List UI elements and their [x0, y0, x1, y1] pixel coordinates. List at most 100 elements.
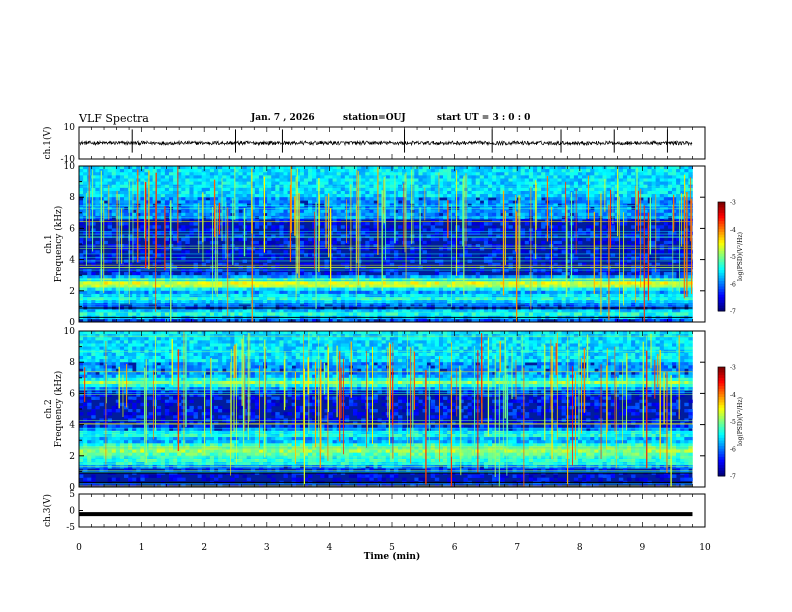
ch1-spec-cell	[164, 203, 170, 207]
ch1-spec-cell	[577, 166, 583, 170]
ch1-spec-cell	[577, 231, 583, 235]
ch1-spec-cell	[369, 240, 374, 245]
ch1-spec-cell	[193, 209, 198, 214]
ch1-spec-cell	[610, 237, 616, 242]
ch1-spec-cell	[516, 178, 522, 182]
ch1-spec-cell	[684, 175, 689, 179]
ch1-spec-cell	[197, 231, 202, 235]
ch1-spec-cell	[426, 240, 432, 245]
ch1-spec-cell	[173, 197, 178, 201]
ch1-spec-cell	[557, 293, 562, 298]
ch1-spec-cell	[393, 290, 399, 295]
ch1-spec-cell	[541, 187, 546, 192]
ch1-spec-cell	[389, 184, 395, 189]
ch1-spec-cell	[553, 187, 558, 192]
ch1-spec-cell	[95, 293, 100, 298]
header-station: station=OUJ	[343, 113, 406, 123]
ch1-spec-cell	[263, 178, 268, 182]
ch1-spec-cell	[173, 190, 178, 195]
ch1-spec-cell	[430, 281, 436, 285]
ch1-spec-cell	[132, 278, 137, 282]
ch1-spec-cell	[103, 212, 108, 217]
ch1-spec-cell	[185, 250, 190, 254]
ch1-spec-cell	[144, 287, 149, 292]
ch1-spec-cell	[406, 190, 411, 195]
ch1-spec-cell	[500, 169, 505, 173]
ch1-spec-cell	[434, 293, 440, 298]
ch1-spec-cell	[422, 244, 427, 248]
ch1-spec-cell	[672, 278, 677, 282]
ch1-spec-cell	[103, 215, 108, 220]
ch1-spec-cell	[614, 169, 620, 173]
ch1-spec-cell	[631, 275, 636, 279]
ch1-spec-cell	[91, 290, 96, 295]
ch1-spec-cell	[238, 200, 243, 204]
ch1-spec-cell	[242, 175, 247, 179]
ch1-spec-cell	[193, 187, 198, 192]
ch1-spec-cell	[308, 194, 313, 198]
ch1-spec-cell	[144, 169, 149, 173]
ch1-spec-cell	[185, 203, 190, 207]
ch1-spec-cell	[635, 256, 640, 260]
ch1-spec-cell	[258, 281, 264, 285]
ch1-spec-cell	[565, 184, 571, 189]
ch1-spec-cell	[577, 290, 583, 295]
ch1-spec-cell	[373, 297, 378, 301]
ch1-spec-cell	[213, 194, 219, 198]
ch1-spec-cell	[639, 184, 644, 189]
ch1-spec-cell	[287, 219, 292, 223]
ch1-spec-cell	[213, 172, 219, 176]
ch1-spec-cell	[238, 293, 243, 298]
ch1-spec-cell	[152, 187, 158, 192]
ch1-spec-cell	[218, 206, 223, 210]
ch1-spec-cell	[218, 203, 223, 207]
ch1-spec-cell	[119, 293, 125, 298]
ch1-spec-cell	[123, 281, 129, 285]
ch1-spec-cell	[213, 275, 219, 279]
ch1-spec-cell	[483, 200, 489, 204]
ch1-spec-cell	[471, 184, 477, 189]
ch1-spec-cell	[590, 275, 595, 279]
ch1-spec-cell	[631, 166, 636, 170]
ch1-spec-cell	[553, 181, 558, 186]
ch1-spec-cell	[631, 190, 636, 195]
ch1-spec-cell	[496, 293, 501, 298]
ch1-spec-cell	[676, 219, 681, 223]
ch1-spec-cell	[115, 237, 121, 242]
ch1-spec-cell	[443, 200, 448, 204]
ch1-spec-cell	[320, 190, 325, 195]
ch1-spec-cell	[271, 194, 276, 198]
ch1-spec-cell	[79, 275, 84, 279]
ch1-spec-cell	[651, 293, 656, 298]
ch1-spec-cell	[128, 275, 133, 279]
ch1-spec-cell	[471, 212, 477, 217]
ch1-spec-cell	[353, 187, 358, 192]
ch1-spec-cell	[565, 259, 571, 264]
ch1-spec-cell	[422, 172, 427, 176]
ch1-spec-cell	[622, 290, 628, 295]
ch1-spec-cell	[308, 197, 313, 201]
ch1-spec-cell	[152, 200, 158, 204]
ch1-spec-cell	[173, 253, 178, 257]
ch1-spec-cell	[602, 240, 607, 245]
ch1-spec-cell	[414, 209, 419, 214]
ch1-spec-cell	[238, 237, 243, 242]
ch1-spec-cell	[373, 178, 378, 182]
ch1-spec-cell	[545, 253, 550, 257]
ch1-spec-cell	[156, 190, 162, 195]
ch1-spec-cell	[565, 219, 571, 223]
ch1-spec-cell	[295, 237, 301, 242]
ch1-spec-cell	[144, 197, 149, 201]
ch1-spec-cell	[189, 293, 194, 298]
ch1-spec-cell	[348, 166, 354, 170]
ch1-spec-cell	[373, 203, 378, 207]
ch1-spec-cell	[447, 219, 452, 223]
ch1-spec-cell	[177, 290, 182, 295]
ch1-spec-cell	[582, 275, 587, 279]
ch1-spec-cell	[565, 187, 571, 192]
ch1-spec-cell	[389, 262, 395, 267]
ch1-spec-cell	[479, 172, 485, 176]
ch1-spec-cell	[508, 262, 513, 267]
ch1-spec-cell	[213, 181, 219, 186]
ch1-spec-cell	[185, 187, 190, 192]
